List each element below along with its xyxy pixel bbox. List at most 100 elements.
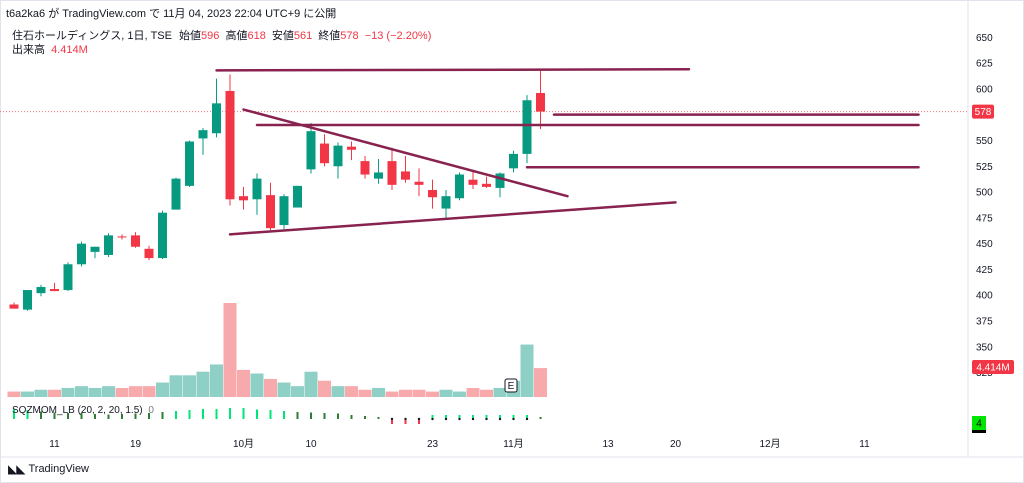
price-tick-label: 475 bbox=[976, 213, 993, 224]
candle-body[interactable] bbox=[374, 172, 383, 179]
candle-body[interactable] bbox=[63, 264, 73, 291]
candle-body[interactable] bbox=[239, 196, 248, 201]
candle-body[interactable] bbox=[306, 131, 316, 170]
candle-body[interactable] bbox=[387, 161, 397, 185]
candle-body[interactable] bbox=[509, 153, 518, 169]
candle-body[interactable] bbox=[225, 90, 235, 200]
open-label: 始値 bbox=[179, 30, 202, 42]
time-tick-label: 20 bbox=[670, 439, 682, 450]
volume-bar bbox=[142, 386, 156, 397]
candle-body[interactable] bbox=[455, 174, 464, 199]
volume-bar bbox=[331, 386, 345, 397]
candle-body[interactable] bbox=[171, 178, 181, 210]
candle-body[interactable] bbox=[482, 183, 491, 187]
candle-body[interactable] bbox=[77, 243, 86, 265]
brand-name: TradingView bbox=[28, 463, 90, 475]
volume-bar bbox=[169, 375, 183, 397]
sqz-dot bbox=[498, 417, 502, 421]
symbol-name[interactable]: 住石ホールディングス, 1日, TSE bbox=[12, 30, 172, 42]
volume-bar bbox=[412, 389, 426, 397]
candle-body[interactable] bbox=[536, 93, 545, 112]
volume-bar bbox=[75, 386, 88, 397]
earnings-event-marker[interactable] bbox=[504, 378, 518, 393]
sqz-bar bbox=[485, 415, 488, 418]
time-tick-label: 23 bbox=[427, 439, 439, 450]
trendline[interactable] bbox=[215, 68, 691, 72]
price-tick-label: 525 bbox=[976, 162, 993, 173]
volume-bar bbox=[115, 387, 129, 397]
candle-body[interactable] bbox=[50, 289, 59, 292]
sqz-bar bbox=[161, 412, 164, 419]
price-tick-label: 425 bbox=[976, 265, 993, 276]
volume-bar bbox=[318, 380, 331, 397]
volume-bar bbox=[196, 371, 210, 397]
tradingview-brand[interactable]: ◣◣ TradingView bbox=[8, 462, 89, 476]
volume-bar bbox=[21, 391, 34, 397]
price-tick-label: 500 bbox=[976, 188, 993, 199]
volume-bar bbox=[129, 386, 142, 397]
candle-body[interactable] bbox=[131, 235, 140, 247]
candle-body[interactable] bbox=[185, 141, 194, 186]
candle-body[interactable] bbox=[252, 178, 262, 200]
candle-body[interactable] bbox=[522, 100, 532, 154]
price-tick-label: 350 bbox=[976, 342, 993, 353]
candle-body[interactable] bbox=[266, 195, 275, 229]
candle-body[interactable] bbox=[36, 286, 46, 294]
candle-body[interactable] bbox=[144, 248, 154, 259]
candle-body[interactable] bbox=[441, 196, 451, 209]
candle-body[interactable] bbox=[9, 304, 19, 309]
candle-body[interactable] bbox=[90, 246, 100, 252]
candle-body[interactable] bbox=[468, 179, 478, 185]
tradingview-logo-icon: ◣◣ bbox=[8, 462, 25, 476]
volume-bar bbox=[385, 391, 399, 397]
candle-body[interactable] bbox=[360, 161, 370, 175]
sqz-bar bbox=[188, 410, 191, 419]
candle-body[interactable] bbox=[212, 103, 221, 134]
sqz-bar bbox=[134, 413, 137, 419]
candle-body[interactable] bbox=[401, 171, 410, 180]
candle-body[interactable] bbox=[495, 173, 505, 188]
candle-body[interactable] bbox=[333, 145, 343, 167]
volume-bar bbox=[61, 387, 75, 397]
sqz-bar bbox=[67, 413, 69, 419]
volume-bar bbox=[48, 389, 61, 397]
sqz-badge-base bbox=[972, 430, 986, 433]
volume-bar bbox=[304, 371, 318, 397]
price-tick-label: 450 bbox=[976, 239, 993, 250]
time-tick-label: 19 bbox=[130, 439, 142, 450]
sqz-bar bbox=[431, 415, 434, 418]
candle-body[interactable] bbox=[414, 181, 424, 185]
trendline[interactable] bbox=[242, 108, 569, 198]
volume-bar bbox=[439, 389, 453, 397]
candle-body[interactable] bbox=[279, 196, 289, 226]
change-value: −13 (−2.20%) bbox=[364, 30, 432, 42]
volume-value: 4.414M bbox=[51, 44, 88, 56]
price-tick-label: 550 bbox=[976, 136, 993, 147]
volume-bar bbox=[493, 387, 507, 397]
sqz-bar bbox=[229, 408, 231, 419]
candle-body[interactable] bbox=[320, 143, 329, 164]
trendline[interactable] bbox=[228, 201, 677, 236]
sqz-bar bbox=[107, 414, 110, 419]
time-tick-label: 10月 bbox=[233, 438, 254, 450]
sqz-bar bbox=[512, 415, 515, 418]
sqzmom-label[interactable]: SQZMOM_LB (20, 2, 20, 1.5) bbox=[12, 405, 143, 416]
sqz-dot bbox=[390, 417, 394, 421]
candle-body[interactable] bbox=[23, 290, 32, 310]
candle-body[interactable] bbox=[104, 235, 113, 255]
volume-bar bbox=[372, 387, 385, 397]
candle-body[interactable] bbox=[158, 212, 167, 259]
volume-bar bbox=[399, 389, 412, 397]
candle-body[interactable] bbox=[117, 236, 127, 238]
sqz-bar bbox=[94, 414, 96, 419]
candle-body[interactable] bbox=[198, 130, 208, 139]
sqz-bar bbox=[418, 420, 420, 424]
volume-bar bbox=[277, 382, 291, 397]
candle-body[interactable] bbox=[293, 185, 302, 208]
candle-body[interactable] bbox=[347, 146, 356, 150]
candle-body[interactable] bbox=[428, 189, 437, 198]
price-tick-label: 375 bbox=[976, 317, 993, 328]
volume-bar bbox=[7, 391, 21, 397]
volume-badge-text: 4.414M bbox=[976, 363, 1009, 374]
